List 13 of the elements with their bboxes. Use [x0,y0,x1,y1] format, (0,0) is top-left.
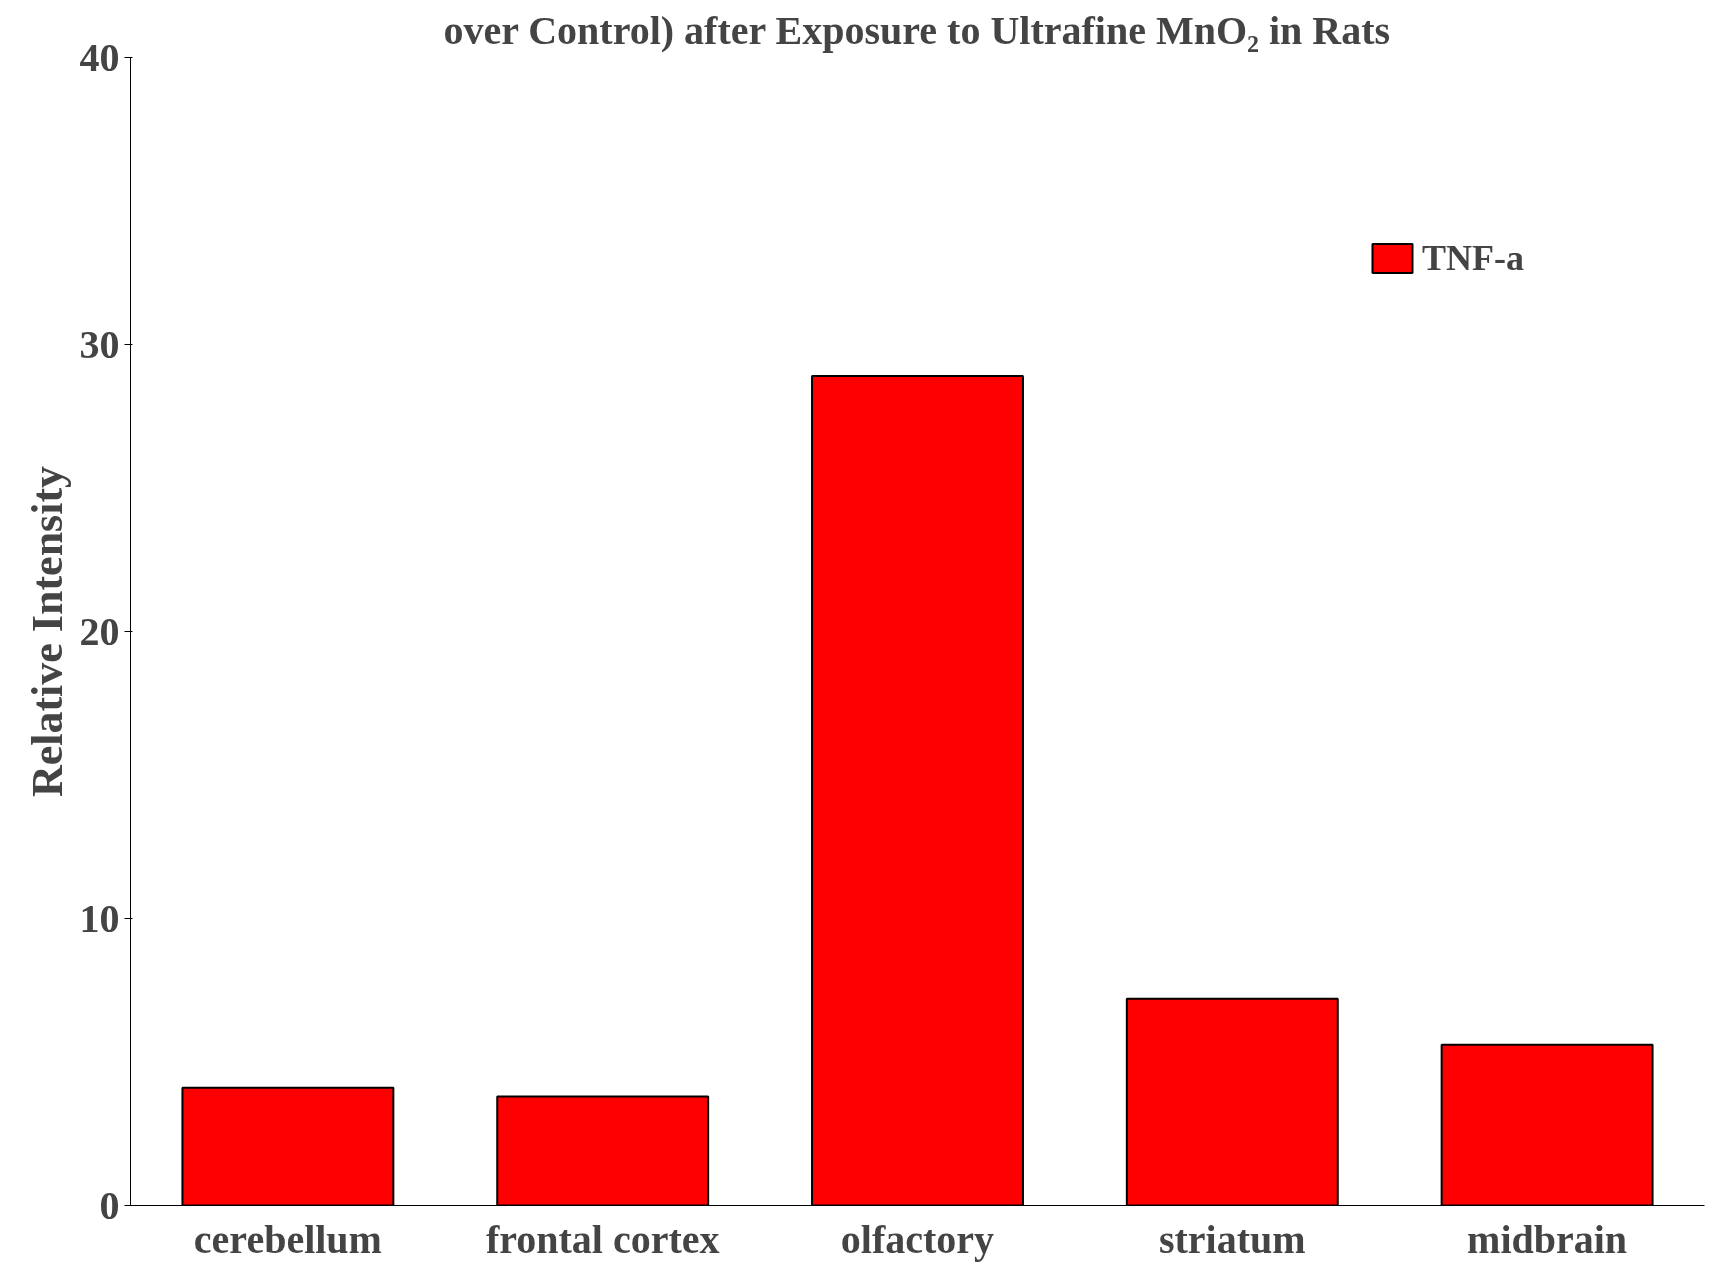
legend-label: TNF-a [1422,237,1524,279]
y-tick-label: 40 [79,34,120,80]
x-tick-label: cerebellum [193,1216,382,1262]
x-tick-label: striatum [1158,1216,1306,1262]
chart-title: over Control) after Exposure to Ultrafine MnO₂ in Rats [443,7,1391,53]
y-tick-label: 20 [79,608,120,654]
y-axis-title: Relative Intensity [22,465,72,798]
x-tick-label: midbrain [1467,1216,1628,1262]
x-tick-label: frontal cortex [485,1216,720,1262]
y-tick-label: 30 [79,321,120,367]
y-tick-label: 0 [99,1182,120,1228]
x-tick-label: olfactory [840,1216,995,1262]
y-tick-label: 10 [79,895,120,941]
